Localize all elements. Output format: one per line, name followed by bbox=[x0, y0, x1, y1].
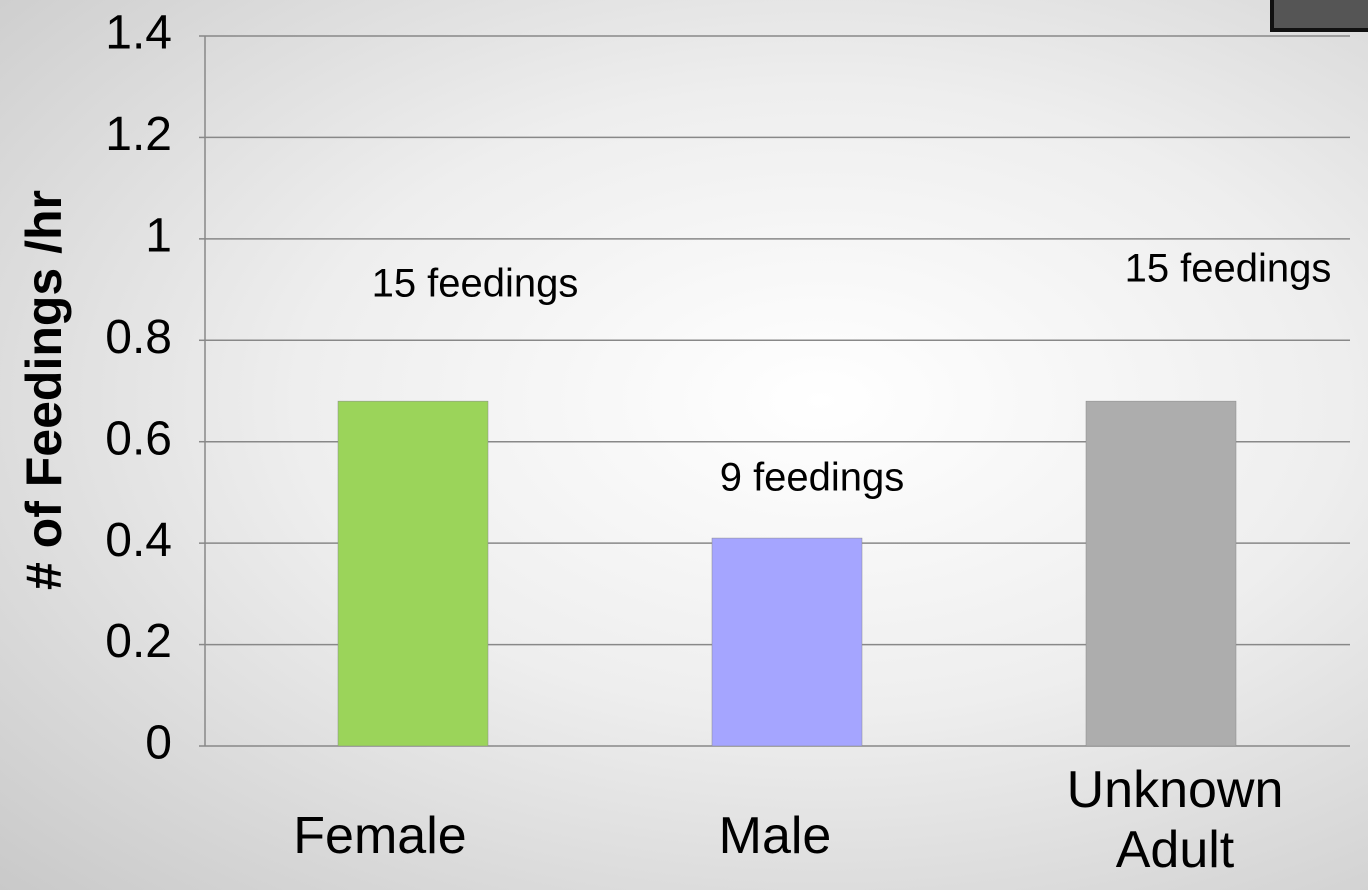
y-tick-label: 0.4 bbox=[105, 514, 172, 567]
photo-fragment bbox=[1270, 0, 1368, 32]
annotation: 15 feedings bbox=[1125, 247, 1332, 291]
y-tick-label: 0 bbox=[145, 717, 172, 770]
annotation: 15 feedings bbox=[372, 262, 579, 306]
bar bbox=[337, 400, 489, 747]
annotation: 9 feedings bbox=[720, 456, 905, 500]
x-tick-label: Female bbox=[293, 807, 467, 865]
x-tick-label: Male bbox=[718, 807, 832, 865]
bar bbox=[1085, 400, 1237, 747]
y-axis-title: # of Feedings /hr bbox=[16, 190, 72, 590]
y-tick-label: 0.6 bbox=[105, 412, 172, 465]
y-tick-label: 0.8 bbox=[105, 311, 172, 364]
y-tick-label: 1 bbox=[145, 210, 172, 263]
y-tick-label: 1.2 bbox=[105, 108, 172, 161]
y-tick-label: 0.2 bbox=[105, 615, 172, 668]
y-tick-label: 1.4 bbox=[105, 7, 172, 60]
x-tick-label: Unknown Adult bbox=[1066, 761, 1284, 879]
bar bbox=[711, 537, 863, 747]
